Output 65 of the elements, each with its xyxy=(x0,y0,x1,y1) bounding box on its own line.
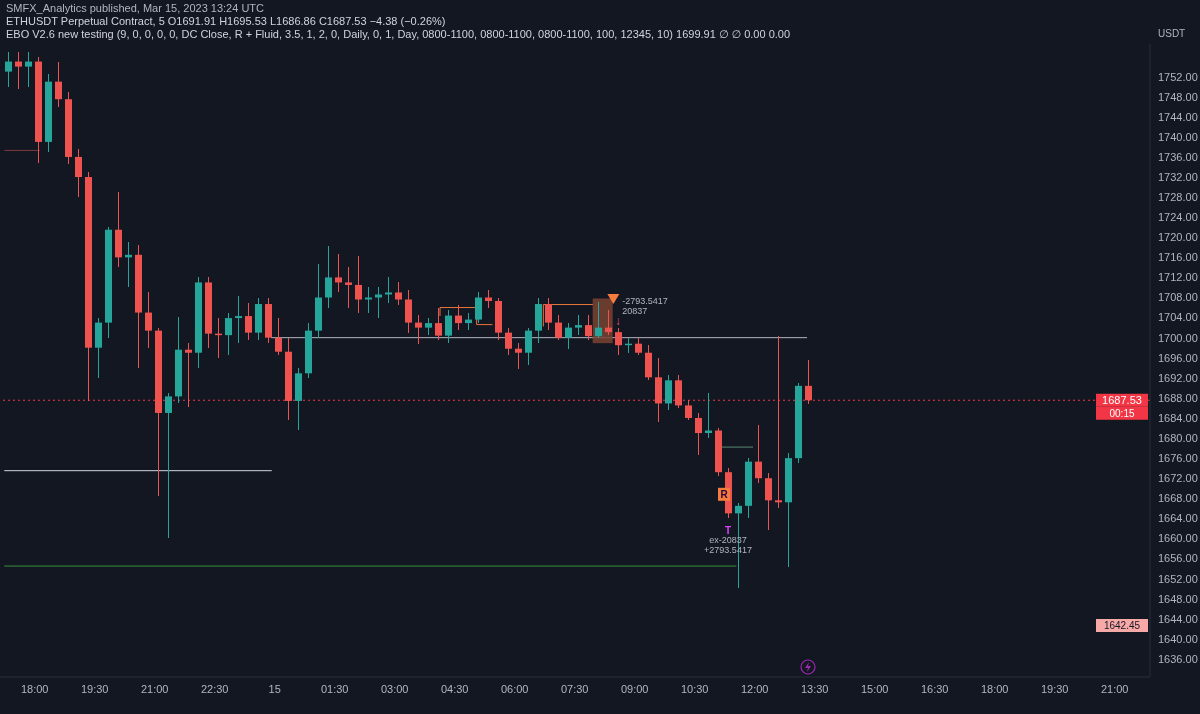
y-tick-label: 1704.00 xyxy=(1158,311,1198,324)
x-tick-label: 18:00 xyxy=(980,682,1009,695)
y-tick-label: 1680.00 xyxy=(1158,431,1198,444)
x-tick-label: 06:00 xyxy=(500,682,529,695)
y-tick-label: 1728.00 xyxy=(1158,191,1198,204)
candlestick xyxy=(395,281,402,306)
y-tick-label: 1656.00 xyxy=(1158,552,1198,565)
annotation: 20837 xyxy=(622,306,648,317)
candlestick xyxy=(375,286,382,319)
y-tick-label: 1740.00 xyxy=(1158,130,1198,143)
x-tick-label: 10:30 xyxy=(680,682,709,695)
x-tick-label: 12:00 xyxy=(740,682,769,695)
y-tick-label: 1692.00 xyxy=(1158,371,1198,384)
y-tick-label: 1708.00 xyxy=(1158,291,1198,304)
x-tick-label: 18:00 xyxy=(20,682,49,695)
y-tick-label: 1668.00 xyxy=(1158,492,1198,505)
y-tick-label: 1636.00 xyxy=(1158,652,1198,665)
y-axis-title: USDT xyxy=(1158,28,1186,39)
annotation: T xyxy=(724,524,732,536)
y-tick-label: 1716.00 xyxy=(1158,251,1198,264)
y-tick-label: 1672.00 xyxy=(1158,472,1198,485)
y-tick-label: 1720.00 xyxy=(1158,231,1198,244)
text: SMFX_Analytics published, Mar 15, 2023 13:24 UTC xyxy=(6,2,266,15)
x-tick-label: 22:30 xyxy=(200,682,229,695)
y-tick-label: 1688.00 xyxy=(1158,391,1198,404)
y-tick-label: 1652.00 xyxy=(1158,572,1198,585)
annotation: ↓ xyxy=(615,313,621,328)
y-tick-label: 1700.00 xyxy=(1158,331,1198,344)
ref-line-label: 1687.53 xyxy=(1102,394,1142,407)
x-tick-label: 04:30 xyxy=(440,682,469,695)
candlestick xyxy=(345,266,352,309)
x-tick-label: 09:00 xyxy=(620,682,649,695)
x-tick-label: 19:30 xyxy=(80,682,109,695)
y-tick-label: 1744.00 xyxy=(1158,110,1198,123)
y-tick-label: 1640.00 xyxy=(1158,632,1198,645)
annotation: R xyxy=(720,488,729,500)
y-tick-label: 1644.00 xyxy=(1158,612,1198,625)
x-tick-label: 15 xyxy=(268,682,281,695)
y-tick-label: 1664.00 xyxy=(1158,512,1198,525)
annotation: -2793.5417 xyxy=(622,296,668,307)
x-tick-label: 19:30 xyxy=(1040,682,1069,695)
x-tick-label: 15:00 xyxy=(860,682,889,695)
y-tick-label: 1724.00 xyxy=(1158,211,1198,224)
y-tick-label: 1732.00 xyxy=(1158,170,1198,183)
x-tick-label: 01:30 xyxy=(320,682,349,695)
candlestick xyxy=(575,314,582,336)
y-tick-label: 1684.00 xyxy=(1158,411,1198,424)
x-tick-label: 21:00 xyxy=(140,682,169,695)
annotation: 1642.45 xyxy=(1096,619,1148,632)
x-tick-label: 13:30 xyxy=(800,682,829,695)
x-tick-label: 21:00 xyxy=(1100,682,1129,695)
y-tick-label: 1748.00 xyxy=(1158,90,1198,103)
chart-subtitle: EBO V2.6 new testing (9, 0, 0, 0, 0, DC Close, R + Fluid, 3.5, 1, 2, 0, Daily, 0, 1, Day, 0800-1100, 0800-1100, 0800-1100, 100, 12345, 10) 1699.91 ∅ ∅ 0.00 0.00 xyxy=(6,28,791,41)
x-tick-label: 03:00 xyxy=(380,682,409,695)
annotation: 00:15 xyxy=(1109,407,1135,419)
chart-title: ETHUSDT Perpetual Contract, 5 O1691.91 H1695.53 L1686.86 C1687.53 −4.38 (−0.26%) xyxy=(6,15,447,28)
y-tick-label: 1648.00 xyxy=(1158,592,1198,605)
y-tick-label: 1736.00 xyxy=(1158,150,1198,163)
y-tick-label: 1676.00 xyxy=(1158,452,1198,465)
y-tick-label: 1712.00 xyxy=(1158,271,1198,284)
y-tick-label: 1660.00 xyxy=(1158,532,1198,545)
y-tick-label: 1752.00 xyxy=(1158,70,1198,83)
x-tick-label: 07:30 xyxy=(560,682,589,695)
x-tick-label: 16:30 xyxy=(920,682,949,695)
y-tick-label: 1696.00 xyxy=(1158,351,1198,364)
